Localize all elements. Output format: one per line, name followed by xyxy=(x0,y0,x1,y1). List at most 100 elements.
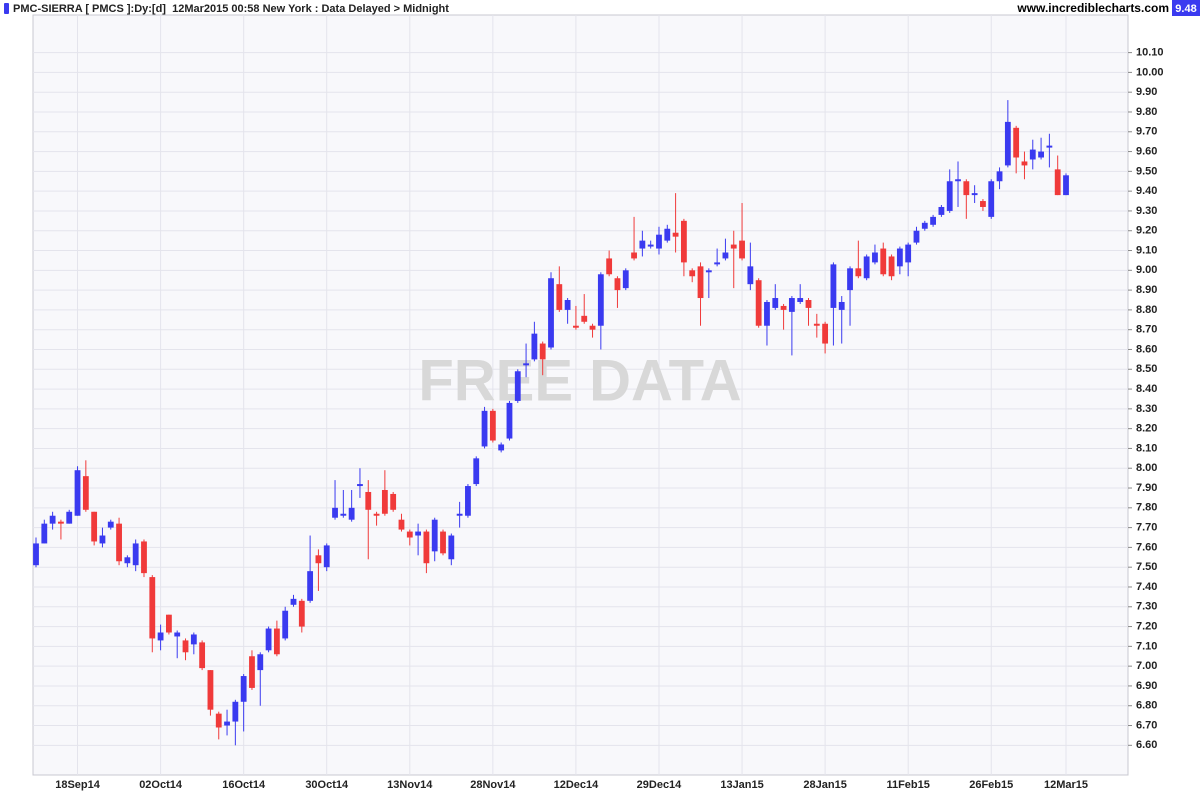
x-tick-label: 26Feb15 xyxy=(969,779,1013,791)
candle-body xyxy=(41,523,48,544)
candle-body xyxy=(141,541,147,574)
candle-body xyxy=(199,642,206,669)
candle-body xyxy=(921,222,928,229)
y-tick-label: 8.80 xyxy=(1136,304,1157,316)
grid xyxy=(33,15,1128,775)
y-tick-label: 9.30 xyxy=(1136,205,1157,217)
candle-body xyxy=(481,410,488,447)
y-tick-label: 9.60 xyxy=(1136,145,1157,157)
y-tick-label: 6.60 xyxy=(1136,739,1157,751)
candle-body xyxy=(880,248,887,275)
candle-body xyxy=(215,713,222,728)
candle-body xyxy=(573,325,579,328)
candle-body xyxy=(1013,127,1020,158)
candle-body xyxy=(548,278,554,348)
candle-body xyxy=(448,535,455,560)
candle-body xyxy=(755,280,762,326)
candle-body xyxy=(747,266,754,285)
candle-body xyxy=(955,179,961,182)
candle-body xyxy=(298,600,305,627)
y-tick-label: 9.90 xyxy=(1136,86,1157,98)
candle-body xyxy=(348,507,355,520)
y-tick-label: 10.00 xyxy=(1136,66,1164,78)
candle-body xyxy=(589,325,596,330)
candle-body xyxy=(323,545,330,568)
candle-body xyxy=(697,266,704,299)
candle-body xyxy=(190,634,197,645)
candle-body xyxy=(124,557,131,564)
candle-body xyxy=(830,264,837,308)
candle-body xyxy=(863,256,870,279)
y-tick-label: 7.40 xyxy=(1136,581,1157,593)
candle-body xyxy=(597,274,604,326)
candle-body xyxy=(307,571,314,601)
candle-body xyxy=(257,654,264,671)
candle-body xyxy=(290,598,297,605)
y-tick-label: 9.40 xyxy=(1136,185,1157,197)
y-tick-label: 7.20 xyxy=(1136,620,1157,632)
y-tick-label: 6.70 xyxy=(1136,719,1157,731)
candle-body xyxy=(913,230,920,243)
candle-body xyxy=(631,252,637,259)
candle-body xyxy=(1004,121,1011,166)
candle-body xyxy=(456,513,463,516)
candle-body xyxy=(855,268,862,277)
candle-body xyxy=(1038,151,1044,158)
y-tick-label: 7.90 xyxy=(1136,482,1157,494)
candle-body xyxy=(739,240,745,259)
y-tick-label: 8.70 xyxy=(1136,324,1157,336)
y-tick-label: 9.80 xyxy=(1136,106,1157,118)
y-tick-label: 7.60 xyxy=(1136,541,1157,553)
y-tick-label: 8.50 xyxy=(1136,363,1157,375)
candle-body xyxy=(74,470,81,516)
y-tick-label: 7.10 xyxy=(1136,640,1157,652)
y-tick-label: 6.80 xyxy=(1136,700,1157,712)
y-tick-label: 8.30 xyxy=(1136,403,1157,415)
candle-body xyxy=(1021,161,1028,166)
candle-body xyxy=(157,632,164,641)
candle-body xyxy=(523,363,529,366)
y-tick-label: 9.00 xyxy=(1136,264,1157,276)
candle-body xyxy=(847,268,853,291)
candle-body xyxy=(240,676,247,702)
candle-body xyxy=(99,535,106,544)
watermark: FREE DATA xyxy=(418,348,741,413)
x-tick-label: 18Sep14 xyxy=(55,779,101,791)
candle-body xyxy=(465,486,471,516)
candle-body xyxy=(822,323,829,344)
y-tick-label: 8.90 xyxy=(1136,284,1157,296)
candle-body xyxy=(689,270,696,277)
candle-body xyxy=(373,513,380,516)
candle-body xyxy=(888,256,895,277)
candle-body xyxy=(332,507,338,518)
candle-body xyxy=(273,628,280,655)
candle-body xyxy=(963,181,970,196)
candle-body xyxy=(564,300,571,310)
candle-body xyxy=(714,262,721,265)
y-tick-label: 8.10 xyxy=(1136,442,1157,454)
candle-body xyxy=(232,701,239,722)
candle-body xyxy=(722,252,729,259)
candle-body xyxy=(896,248,903,267)
candle-body xyxy=(315,555,322,564)
candle-body xyxy=(49,515,56,524)
candle-body xyxy=(132,543,139,566)
candle-body xyxy=(174,632,181,637)
candle-body xyxy=(680,220,687,263)
series-icon xyxy=(4,3,9,14)
candle-body xyxy=(340,513,347,516)
candle-body xyxy=(207,670,214,710)
candle-body xyxy=(406,531,413,538)
candle-body xyxy=(33,543,39,566)
y-tick-label: 8.60 xyxy=(1136,343,1157,355)
chart-title: PMC-SIERRA [ PMCS ]:Dy:[d] 12Mar2015 00:… xyxy=(13,3,449,15)
x-tick-label: 29Dec14 xyxy=(637,779,683,791)
candle-body xyxy=(672,232,679,237)
y-tick-label: 8.40 xyxy=(1136,383,1157,395)
candle-body xyxy=(988,181,995,217)
logo[interactable]: www.incrediblecharts.com xyxy=(1016,1,1169,15)
candle-body xyxy=(506,402,513,439)
candle-body xyxy=(390,493,397,510)
candle-body xyxy=(1063,175,1069,196)
y-tick-label: 7.80 xyxy=(1136,502,1157,514)
